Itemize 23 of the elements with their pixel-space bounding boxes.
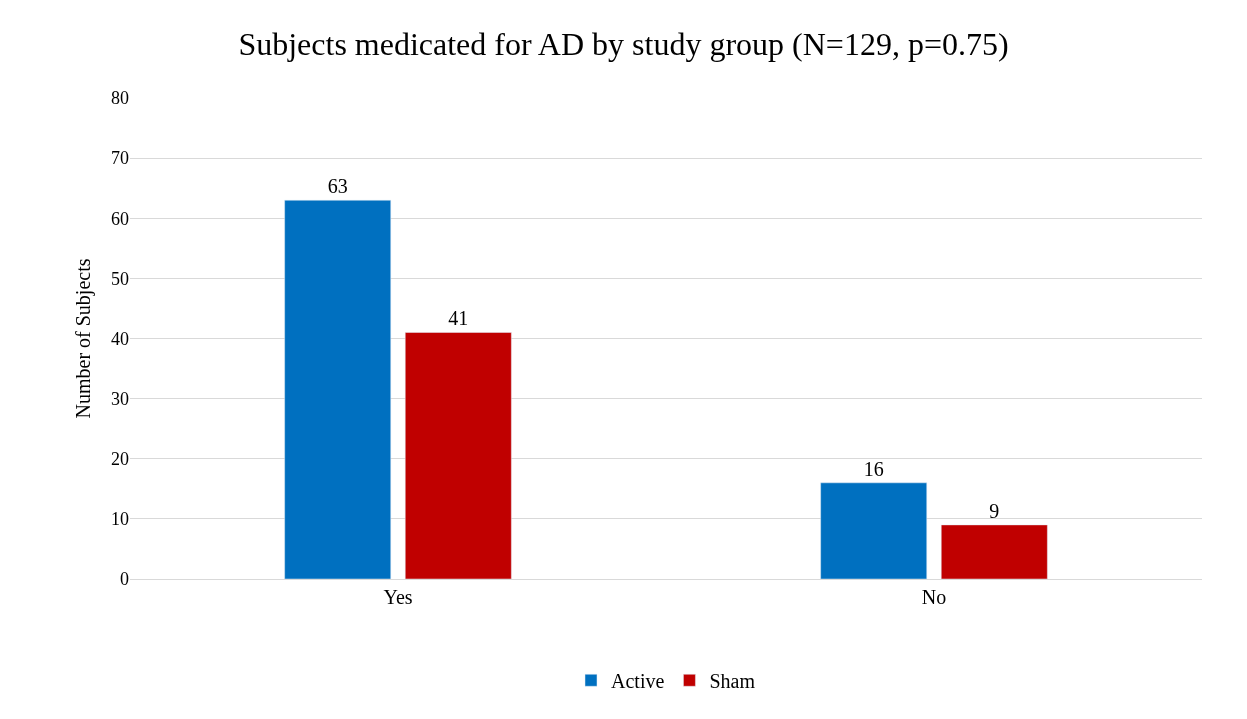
y-tick-label: 40 (111, 328, 129, 349)
y-axis-title: Number of Subjects (71, 258, 95, 419)
data-label: 63 (327, 175, 348, 198)
chart-title: Subjects medicated for AD by study group (N=129, p=0.75) (238, 25, 1009, 62)
y-tick-label: 10 (111, 509, 129, 530)
y-tick-label: 0 (120, 569, 129, 590)
y-tick-label: 60 (111, 208, 129, 229)
data-label: 16 (863, 457, 884, 480)
legend-label: Active (611, 670, 665, 693)
x-tick-label: Yes (383, 586, 413, 608)
bar (284, 199, 392, 579)
y-tick-label: 80 (111, 88, 129, 109)
legend-label: Sham (709, 670, 756, 693)
bar (940, 524, 1048, 579)
bar (820, 482, 928, 579)
y-tick-label: 50 (111, 268, 129, 289)
y-tick-label: 30 (111, 388, 129, 409)
y-tick-label: 20 (111, 449, 129, 470)
bar (404, 332, 512, 579)
data-label: 9 (989, 499, 1000, 522)
data-label: 41 (448, 307, 469, 330)
x-tick-label: No (921, 586, 947, 608)
y-tick-label: 70 (111, 148, 129, 169)
